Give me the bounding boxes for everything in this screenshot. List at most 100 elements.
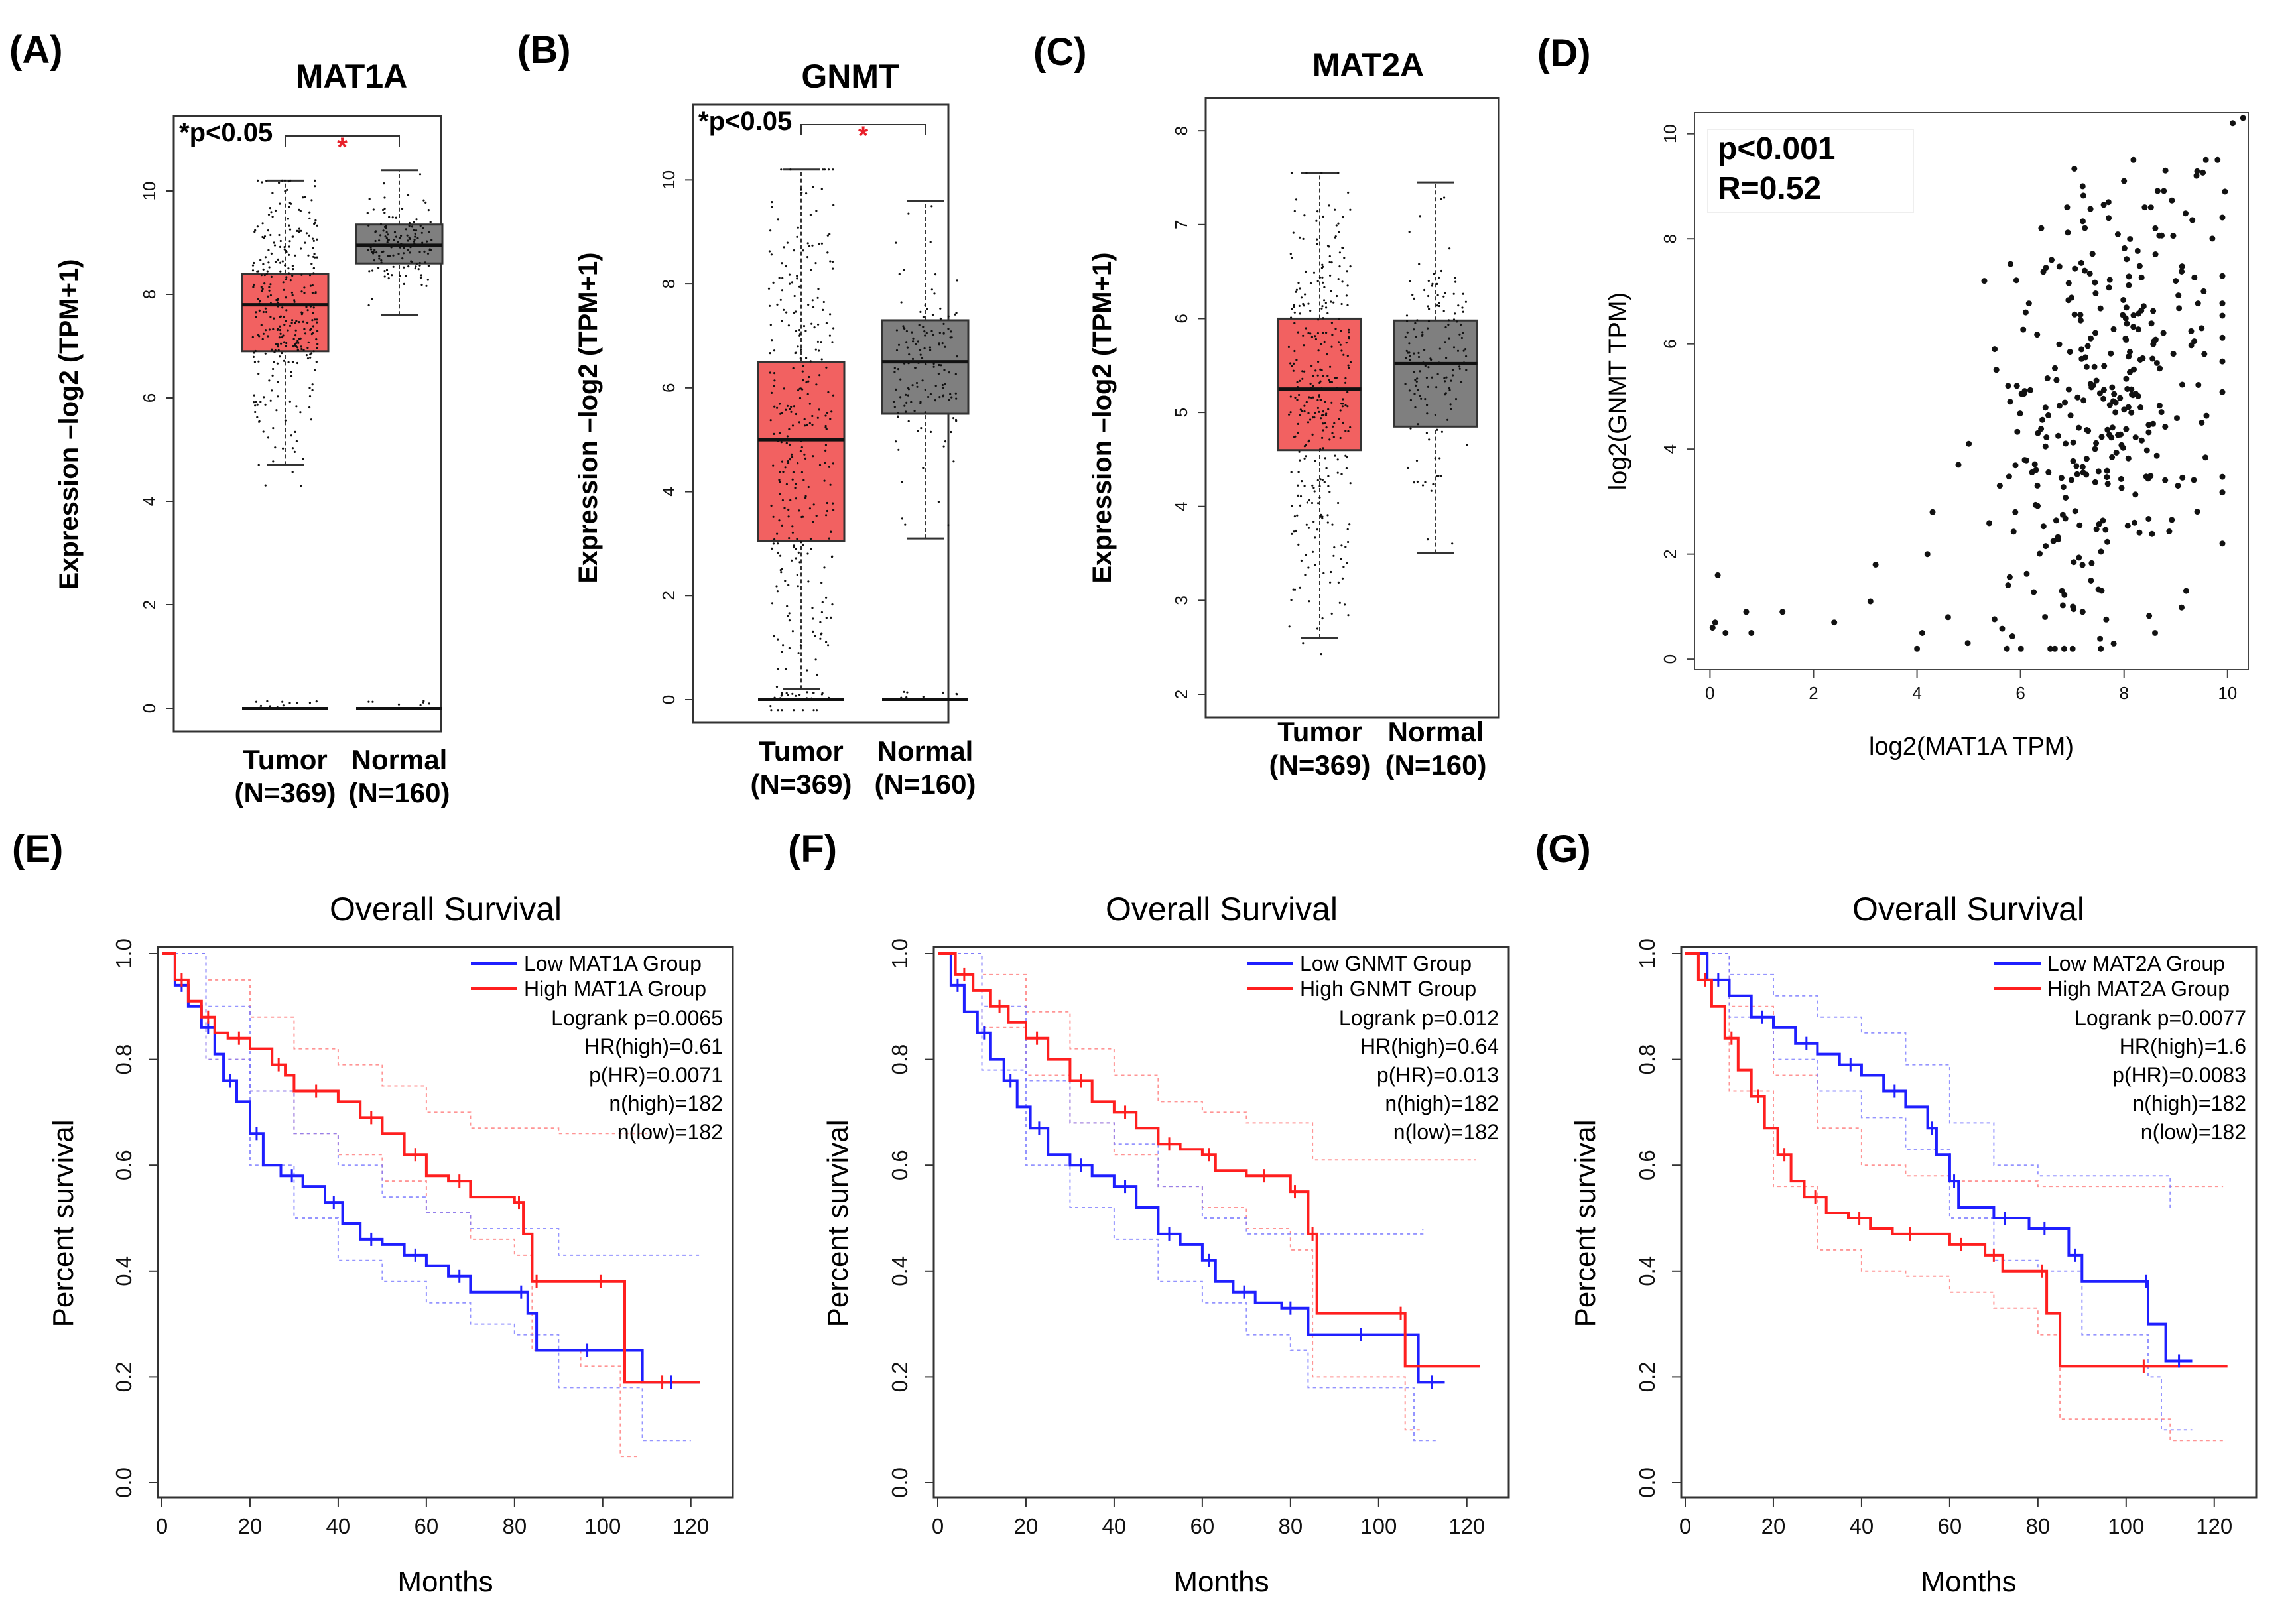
jitter-point bbox=[1339, 343, 1342, 346]
significance-bracket bbox=[285, 135, 400, 147]
scatter-point bbox=[2093, 440, 2100, 446]
scatter-point bbox=[2156, 403, 2163, 409]
jitter-point bbox=[805, 381, 808, 384]
jitter-point bbox=[382, 250, 385, 253]
low-confidence-band bbox=[1685, 953, 2193, 1431]
scatter-point bbox=[2053, 377, 2060, 383]
jitter-point bbox=[818, 464, 822, 467]
jitter-point bbox=[781, 568, 783, 570]
jitter-point bbox=[1456, 349, 1460, 352]
panel-label: (A) bbox=[9, 29, 63, 72]
jitter-point bbox=[424, 261, 426, 264]
scatter-point bbox=[2080, 192, 2086, 199]
jitter-point bbox=[1307, 302, 1310, 305]
jitter-point bbox=[283, 246, 286, 249]
jitter-point bbox=[316, 224, 318, 227]
jitter-point bbox=[1325, 412, 1328, 415]
jitter-point bbox=[1415, 384, 1417, 387]
scatter-point bbox=[2136, 263, 2143, 269]
scatter-point bbox=[1867, 598, 1874, 605]
jitter-point bbox=[1339, 436, 1342, 440]
jitter-point bbox=[1414, 406, 1417, 409]
jitter-point bbox=[1321, 479, 1324, 481]
jitter-point bbox=[808, 375, 810, 379]
jitter-point bbox=[812, 455, 814, 458]
y-tick-label: 2 bbox=[1171, 690, 1191, 699]
scatter-point bbox=[2128, 386, 2135, 393]
jitter-point bbox=[906, 691, 909, 694]
jitter-point bbox=[1454, 277, 1456, 279]
jitter-point bbox=[820, 242, 823, 245]
jitter-point bbox=[944, 440, 947, 443]
jitter-point bbox=[312, 350, 315, 353]
jitter-point bbox=[781, 709, 783, 712]
jitter-point bbox=[773, 538, 776, 541]
jitter-point bbox=[293, 450, 296, 454]
jitter-point bbox=[1404, 383, 1407, 385]
jitter-point bbox=[261, 235, 264, 239]
scatter-point bbox=[1991, 616, 1998, 623]
y-tick-label: 5 bbox=[1171, 408, 1191, 417]
jitter-point bbox=[779, 493, 781, 495]
x-tick-label: 120 bbox=[2196, 1514, 2232, 1538]
jitter-point bbox=[1427, 320, 1431, 322]
y-tick-label: 8 bbox=[1660, 234, 1680, 243]
jitter-point bbox=[812, 692, 815, 694]
category-normal-label: Normal bbox=[1388, 716, 1484, 747]
jitter-point bbox=[270, 252, 273, 255]
jitter-point bbox=[1443, 377, 1446, 379]
x-tick-label: 0 bbox=[932, 1514, 944, 1538]
jitter-point bbox=[268, 379, 271, 382]
jitter-point bbox=[1415, 459, 1419, 462]
jitter-point bbox=[298, 231, 300, 233]
scatter-point bbox=[2148, 320, 2155, 327]
jitter-point bbox=[900, 696, 903, 699]
jitter-point bbox=[1324, 422, 1327, 424]
jitter-point bbox=[379, 234, 382, 237]
jitter-point bbox=[1320, 417, 1322, 420]
jitter-point bbox=[1417, 355, 1421, 359]
jitter-point bbox=[1347, 364, 1350, 367]
scatter-point bbox=[2175, 483, 2181, 489]
scatter-point bbox=[2063, 495, 2069, 501]
jitter-point bbox=[415, 218, 418, 221]
jitter-point bbox=[1316, 479, 1319, 481]
jitter-point bbox=[282, 334, 285, 337]
scatter-point bbox=[2219, 389, 2226, 395]
scatter-point bbox=[2158, 409, 2165, 416]
y-tick-label: 4 bbox=[659, 487, 678, 496]
jitter-point bbox=[312, 267, 315, 269]
significance-text: *p<0.05 bbox=[698, 107, 792, 136]
jitter-point bbox=[298, 208, 300, 211]
jitter-point bbox=[930, 205, 933, 208]
jitter-point bbox=[923, 347, 926, 350]
jitter-point bbox=[1450, 408, 1452, 411]
y-tick-label: 0.0 bbox=[887, 1467, 912, 1498]
jitter-point bbox=[1413, 352, 1415, 355]
significance-text: *p<0.05 bbox=[179, 118, 273, 147]
jitter-point bbox=[418, 264, 421, 267]
scatter-point bbox=[2067, 349, 2073, 355]
scatter-point bbox=[2070, 458, 2076, 464]
jitter-point bbox=[1420, 397, 1423, 400]
y-tick-label: 0.8 bbox=[1635, 1044, 1659, 1075]
jitter-point bbox=[781, 262, 783, 265]
jitter-point bbox=[1320, 513, 1322, 517]
jitter-point bbox=[272, 367, 275, 371]
jitter-point bbox=[1326, 514, 1329, 517]
jitter-point bbox=[798, 421, 800, 424]
scatter-point bbox=[2191, 338, 2198, 345]
jitter-point bbox=[288, 400, 291, 403]
jitter-point bbox=[1460, 381, 1463, 383]
jitter-point bbox=[1289, 395, 1292, 398]
jitter-point bbox=[268, 266, 271, 269]
jitter-point bbox=[1318, 496, 1321, 499]
jitter-point bbox=[1344, 454, 1347, 457]
jitter-point bbox=[1335, 377, 1338, 379]
jitter-point bbox=[304, 332, 307, 335]
jitter-point bbox=[1346, 562, 1348, 565]
jitter-point bbox=[278, 182, 281, 184]
jitter-point bbox=[254, 404, 257, 407]
jitter-point bbox=[257, 179, 259, 182]
jitter-point bbox=[796, 235, 798, 238]
